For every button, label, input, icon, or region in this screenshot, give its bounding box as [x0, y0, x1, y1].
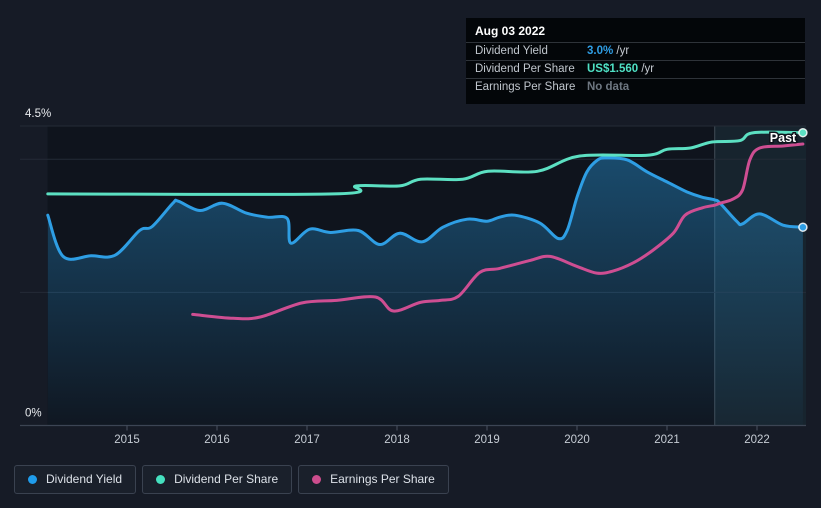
series-color-dot-icon: [156, 475, 166, 484]
earnings-per-share-line[interactable]: [191, 142, 805, 321]
legend-label: Earnings Per Share: [330, 472, 435, 486]
x-axis-label-2018: 2018: [384, 434, 410, 446]
dividend-per-share-line[interactable]: [46, 130, 805, 196]
x-axis-label-2016: 2016: [204, 434, 230, 446]
legend-item-dividend-yield[interactable]: Dividend Yield: [14, 465, 137, 494]
x-axis-label-2022: 2022: [744, 434, 770, 446]
tooltip-label: Dividend Yield: [475, 45, 548, 57]
dividend-yield-end-dot: [798, 222, 808, 232]
legend-item-earnings-per-share[interactable]: Earnings Per Share: [298, 465, 449, 494]
tooltip-row-dividend-per-share: Dividend Per Share US$1.560 /yr: [466, 60, 805, 78]
series-color-dot-icon: [28, 475, 37, 484]
y-axis-label-4.5%: 4.5%: [25, 108, 51, 120]
tooltip-value: US$1.560: [587, 63, 639, 75]
tooltip-value: 3.0%: [587, 45, 614, 57]
series-color-dot-icon: [312, 475, 322, 484]
tooltip-label: Earnings Per Share: [475, 81, 576, 93]
tooltip-label: Dividend Per Share: [475, 63, 575, 75]
chart-legend: Dividend Yield Dividend Per Share Earnin…: [14, 465, 449, 494]
tooltip-value-suffix: /yr: [613, 45, 630, 57]
tooltip-value-suffix: /yr: [638, 63, 655, 75]
x-axis-label-2019: 2019: [474, 434, 500, 446]
tooltip-value: No data: [587, 81, 630, 93]
dividend-history-chart[interactable]: 2015 2016 2017 2018 2019 2020 2021 2022 4.5% 0% Pa…: [0, 0, 821, 460]
dividend-yield-area: [47, 157, 803, 426]
x-axis-label-2021: 2021: [654, 434, 680, 446]
legend-label: Dividend Per Share: [174, 472, 279, 486]
x-axis-label-2017: 2017: [294, 434, 320, 446]
x-axis-label-2020: 2020: [564, 434, 590, 446]
legend-item-dividend-per-share[interactable]: Dividend Per Share: [142, 465, 293, 494]
chart-tooltip: Aug 03 2022 Dividend Yield 3.0% /yr Divi…: [466, 18, 805, 104]
tooltip-row-dividend-yield: Dividend Yield 3.0% /yr: [466, 42, 805, 60]
y-axis-label-0%: 0%: [25, 408, 42, 420]
past-label: Past: [770, 131, 797, 145]
x-axis-label-2015: 2015: [114, 434, 140, 446]
tooltip-date: Aug 03 2022: [475, 24, 546, 38]
tooltip-row-earnings-per-share: Earnings Per Share No data: [466, 78, 805, 96]
legend-label: Dividend Yield: [46, 472, 123, 486]
dividend-yield-line[interactable]: [46, 156, 805, 261]
dividend-per-share-end-dot: [798, 127, 808, 138]
